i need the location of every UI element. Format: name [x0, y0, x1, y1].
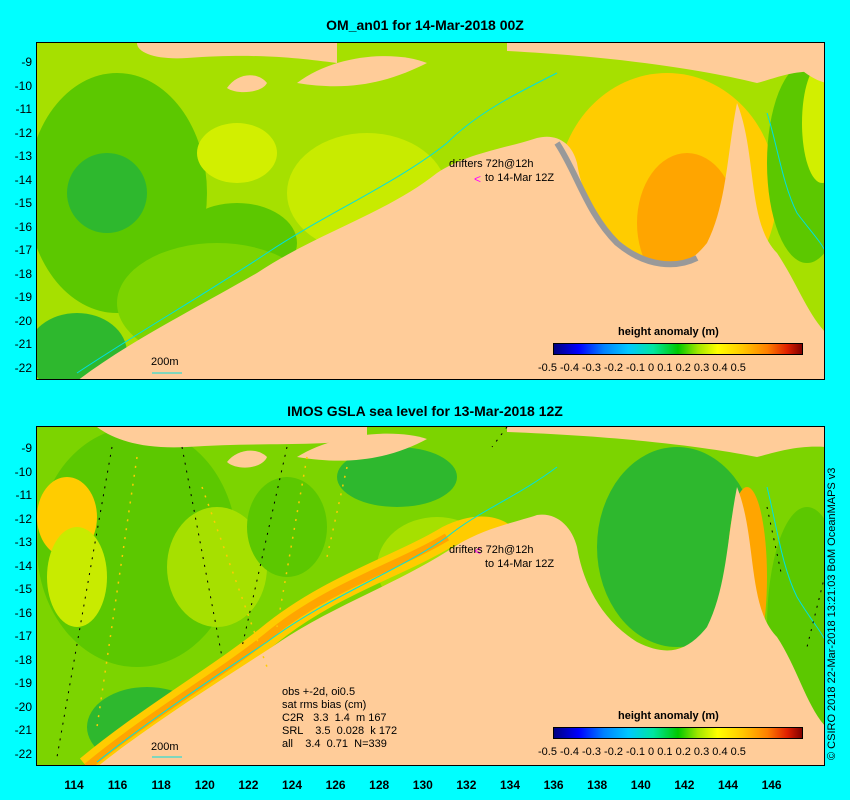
bottom-lat-label: -9 — [21, 441, 32, 455]
lon-label: 132 — [456, 778, 477, 792]
stats-line-4: SRL 3.5 0.028 k 172 — [282, 725, 398, 737]
bottom-lat-label: -21 — [14, 723, 32, 737]
bottom-lat-label: -20 — [14, 699, 32, 714]
stats-line-5: all 3.4 0.71 N=339 — [282, 738, 387, 750]
bottom-contour-label: 200m — [151, 741, 179, 753]
top-lat-label: -10 — [14, 78, 32, 93]
bottom-lat-label: -22 — [14, 746, 32, 761]
top-drifters-note-2: to 14-Mar 12Z — [485, 172, 555, 184]
top-map-field: < — [37, 43, 824, 379]
lon-label: 124 — [281, 778, 303, 792]
lon-label: 128 — [369, 778, 390, 792]
stats-line-2: sat rms bias (cm) — [282, 699, 367, 711]
bottom-map-field: < — [37, 427, 824, 765]
lon-label: 126 — [325, 778, 346, 792]
lon-label: 136 — [543, 778, 564, 792]
bottom-lat-label: -13 — [14, 535, 32, 549]
bottom-lat-label: -12 — [14, 511, 32, 526]
bottom-lat-label: -14 — [14, 558, 32, 573]
bottom-map-title: IMOS GSLA sea level for 13-Mar-2018 12Z — [287, 403, 563, 419]
lon-label: 116 — [107, 778, 128, 792]
lon-label: 138 — [587, 778, 608, 792]
lon-label: 140 — [630, 778, 651, 792]
top-contour-label: 200m — [151, 356, 179, 368]
lon-label: 114 — [64, 778, 84, 792]
top-lat-label: -13 — [14, 149, 32, 163]
svg-text:<: < — [474, 172, 481, 186]
bottom-lat-label: -11 — [15, 488, 32, 502]
lon-label: 130 — [412, 778, 433, 792]
top-map-title: OM_an01 for 14-Mar-2018 00Z — [326, 17, 524, 33]
lon-label: 146 — [761, 778, 782, 792]
bottom-drifters-note-2: to 14-Mar 12Z — [485, 558, 555, 570]
top-colorbar-ticks: -0.5 -0.4 -0.3 -0.2 -0.1 0 0.1 0.2 0.3 0… — [538, 362, 746, 374]
top-lat-label: -21 — [14, 337, 32, 351]
top-lat-label: -22 — [14, 360, 32, 375]
bottom-colorbar — [553, 727, 803, 739]
lon-label: 144 — [717, 778, 739, 792]
bottom-map-panel: < — [36, 426, 825, 766]
lon-label: 120 — [194, 778, 215, 792]
top-legend-title: height anomaly (m) — [618, 326, 719, 338]
top-lat-label: -11 — [15, 102, 32, 116]
bottom-lat-label: -19 — [14, 676, 32, 690]
bottom-lat-label: -18 — [14, 652, 32, 667]
top-lat-label: -15 — [14, 196, 32, 210]
lon-label: 134 — [499, 778, 521, 792]
top-lat-label: -9 — [21, 55, 32, 69]
top-lat-label: -14 — [14, 172, 32, 187]
bottom-legend-title: height anomaly (m) — [618, 710, 719, 722]
bottom-lat-label: -15 — [14, 582, 32, 596]
credit-text: © CSIRO 2018 22-Mar-2018 13:21:03 BoM Oc… — [826, 467, 838, 760]
top-lat-label: -20 — [14, 313, 32, 328]
bottom-lat-label: -10 — [14, 464, 32, 479]
bottom-drifters-note-1: drifters 72h@12h — [449, 544, 534, 556]
top-colorbar — [553, 343, 803, 355]
lon-label: 142 — [674, 778, 695, 792]
bottom-colorbar-ticks: -0.5 -0.4 -0.3 -0.2 -0.1 0 0.1 0.2 0.3 0… — [538, 746, 746, 758]
stats-line-3: C2R 3.3 1.4 m 167 — [282, 712, 387, 724]
top-lat-label: -16 — [14, 219, 32, 234]
top-drifters-note-1: drifters 72h@12h — [449, 158, 534, 170]
lon-label: 122 — [238, 778, 259, 792]
top-map-panel: < — [36, 42, 825, 380]
bottom-lat-label: -16 — [14, 605, 32, 620]
bottom-lat-label: -17 — [14, 629, 32, 643]
stats-line-1: obs +-2d, oi0.5 — [282, 686, 356, 698]
top-lat-label: -12 — [14, 125, 32, 140]
svg-text:<: < — [474, 544, 481, 558]
lon-label: 118 — [151, 778, 171, 792]
top-lat-label: -18 — [14, 266, 32, 281]
top-lat-label: -19 — [14, 290, 32, 304]
top-lat-label: -17 — [14, 243, 32, 257]
